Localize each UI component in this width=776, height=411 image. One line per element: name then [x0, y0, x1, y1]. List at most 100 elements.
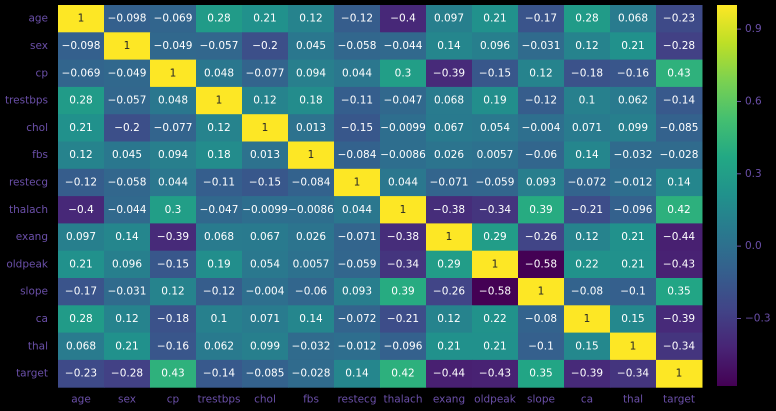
heatmap-cell-value: −0.028 [660, 149, 699, 161]
heatmap-cell-value: 0.0057 [477, 149, 514, 161]
heatmap-cell-value: 0.14 [115, 231, 139, 243]
heatmap-cell-value: −0.14 [663, 95, 695, 107]
heatmap-cell [288, 86, 335, 115]
heatmap-cell [518, 5, 565, 33]
heatmap-cell-value: −0.028 [292, 368, 331, 380]
heatmap-cell [610, 59, 657, 88]
heatmap-cell-value: 1 [630, 340, 637, 352]
x-tick-label: cp [167, 393, 180, 405]
heatmap-cell [58, 168, 105, 197]
heatmap-cell-value: −0.031 [522, 40, 561, 52]
heatmap-cell [58, 141, 105, 170]
heatmap-cell-value: −0.059 [338, 258, 377, 270]
heatmap-cell [242, 332, 289, 361]
heatmap-cell-value: 0.21 [437, 340, 460, 352]
heatmap-cell [58, 359, 105, 388]
heatmap-cell-value: 0.044 [342, 67, 372, 79]
heatmap-cell [518, 86, 565, 115]
heatmap-cell [334, 168, 381, 197]
heatmap-cell-value: −0.08 [571, 286, 603, 298]
heatmap-cell [288, 114, 335, 142]
heatmap-cell-value: 0.045 [112, 149, 142, 161]
heatmap-cell-value: 0.094 [158, 149, 188, 161]
heatmap-cell [334, 59, 381, 88]
heatmap-cell [242, 5, 289, 33]
heatmap-cell [426, 250, 473, 279]
colorbar: 0.9 0.6 0.3 0.0 −0.3 [717, 5, 771, 386]
heatmap-cell [196, 196, 243, 224]
heatmap-cell-value: −0.28 [111, 368, 143, 380]
heatmap-cell [242, 250, 289, 279]
heatmap-cell-value: 0.068 [618, 13, 648, 25]
heatmap-cell [104, 250, 151, 279]
heatmap-cell-value: −0.004 [246, 286, 285, 298]
heatmap-cell [472, 196, 519, 224]
heatmap-cell [58, 332, 105, 361]
heatmap-cell-value: 0.15 [621, 313, 644, 325]
heatmap-cell [334, 359, 381, 388]
heatmap-cell [380, 59, 427, 88]
heatmap-cell [242, 223, 289, 252]
heatmap-cell-value: 0.43 [161, 368, 184, 380]
heatmap-cell-value: −0.12 [341, 13, 373, 25]
y-tick-label: exang [16, 231, 48, 243]
heatmap-cell-value: 1 [262, 122, 269, 134]
heatmap-cell [196, 32, 243, 61]
heatmap-cell-value: −0.032 [614, 149, 653, 161]
heatmap-cell [380, 168, 427, 197]
heatmap-cell [380, 278, 427, 306]
heatmap-cell-value: −0.11 [203, 176, 235, 188]
heatmap-cell-value: 1 [216, 95, 223, 107]
heatmap-cell [426, 359, 473, 388]
heatmap-cell [426, 168, 473, 197]
heatmap-cell-value: 0.21 [483, 13, 506, 25]
heatmap-cell-value: 0.12 [299, 13, 322, 25]
heatmap-cell-value: 0.099 [250, 340, 280, 352]
heatmap-cell [150, 141, 197, 170]
heatmap-cell-value: 0.026 [434, 149, 464, 161]
heatmap-cell [58, 114, 105, 142]
heatmap-cell [656, 223, 703, 252]
heatmap-cell [196, 114, 243, 142]
heatmap-cell [58, 59, 105, 88]
heatmap-cell-value: 0.054 [480, 122, 510, 134]
heatmap-cell-value: 0.096 [480, 40, 510, 52]
heatmap-cell [288, 196, 335, 224]
heatmap-cell-value: −0.12 [203, 286, 235, 298]
heatmap-cell-value: 0.096 [112, 258, 142, 270]
heatmap-cell [518, 359, 565, 388]
heatmap-cell-value: 0.12 [69, 149, 92, 161]
heatmap-cell-value: −0.044 [384, 40, 423, 52]
heatmap-cell-value: 0.15 [575, 340, 598, 352]
heatmap-cell-value: 1 [538, 286, 545, 298]
x-tick-label: thalach [384, 393, 423, 405]
heatmap-cell [150, 59, 197, 88]
heatmap-cell [610, 359, 657, 388]
heatmap-cell-value: 0.12 [529, 67, 552, 79]
heatmap-cell [656, 5, 703, 33]
heatmap-cell [472, 168, 519, 197]
heatmap-cell [334, 250, 381, 279]
heatmap-cell [610, 223, 657, 252]
heatmap-cell-value: 0.43 [667, 67, 690, 79]
heatmap-cell-value: 0.067 [434, 122, 464, 134]
heatmap-cell [518, 196, 565, 224]
heatmap-cell [242, 196, 289, 224]
heatmap-cell-annotations: 1 −0.098 −0.069 0.28 0.21 0.12 −0.12 −0.4 0.097 0… [62, 13, 699, 380]
heatmap-cell-value: −0.23 [65, 368, 97, 380]
heatmap-cell [104, 223, 151, 252]
heatmap-cell-value: 0.1 [579, 95, 596, 107]
heatmap-cell [104, 305, 151, 334]
heatmap-cell-value: −0.11 [341, 95, 373, 107]
heatmap-cell [288, 5, 335, 33]
x-tick-label: restecg [337, 393, 376, 405]
heatmap-cell-value: 0.21 [621, 40, 644, 52]
y-tick-label: sex [30, 40, 48, 52]
heatmap-cell-value: −0.057 [108, 95, 147, 107]
heatmap-cell [150, 305, 197, 334]
heatmap-cell-value: −0.28 [663, 40, 695, 52]
heatmap-cell [564, 168, 611, 197]
heatmap-cell [656, 141, 703, 170]
heatmap-cell-value: 0.3 [395, 67, 412, 79]
heatmap-cell-value: −0.15 [479, 67, 511, 79]
